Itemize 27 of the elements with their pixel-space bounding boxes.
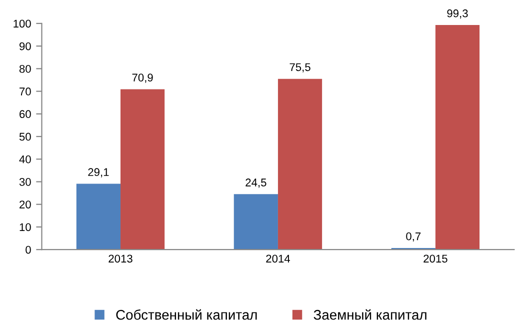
y-tick-label: 80 [19, 64, 31, 73]
data-label: 24,5 [246, 178, 266, 188]
legend-label: Заемный капитал [314, 309, 426, 320]
y-tick-label: 70 [20, 88, 31, 96]
y-tick-label: 100 [14, 20, 31, 28]
legend-label: Собственный капитал [116, 309, 257, 320]
y-tick-label: 50 [19, 132, 31, 141]
x-tick-label: 2015 [424, 254, 448, 263]
data-label: 75,5 [290, 63, 310, 72]
x-tick-label: 2014 [266, 254, 290, 263]
y-tick-label: 90 [20, 42, 31, 50]
x-tick-label: 2013 [108, 254, 132, 263]
bar [120, 89, 165, 250]
y-tick-label: 20 [20, 200, 31, 208]
bar [278, 78, 322, 250]
data-label: 70,9 [132, 74, 153, 83]
data-label: 29,1 [88, 168, 109, 178]
bar [435, 25, 480, 250]
y-tick-label: 10 [20, 223, 31, 232]
data-label: 99,3 [447, 9, 468, 19]
y-tick-label: 30 [19, 178, 31, 186]
bar [76, 184, 120, 250]
bar [234, 194, 278, 250]
data-label: 0,7 [406, 232, 421, 242]
y-tick-label: 0 [26, 246, 31, 254]
y-tick-label: 60 [20, 110, 31, 118]
y-tick-label: 40 [19, 155, 31, 164]
